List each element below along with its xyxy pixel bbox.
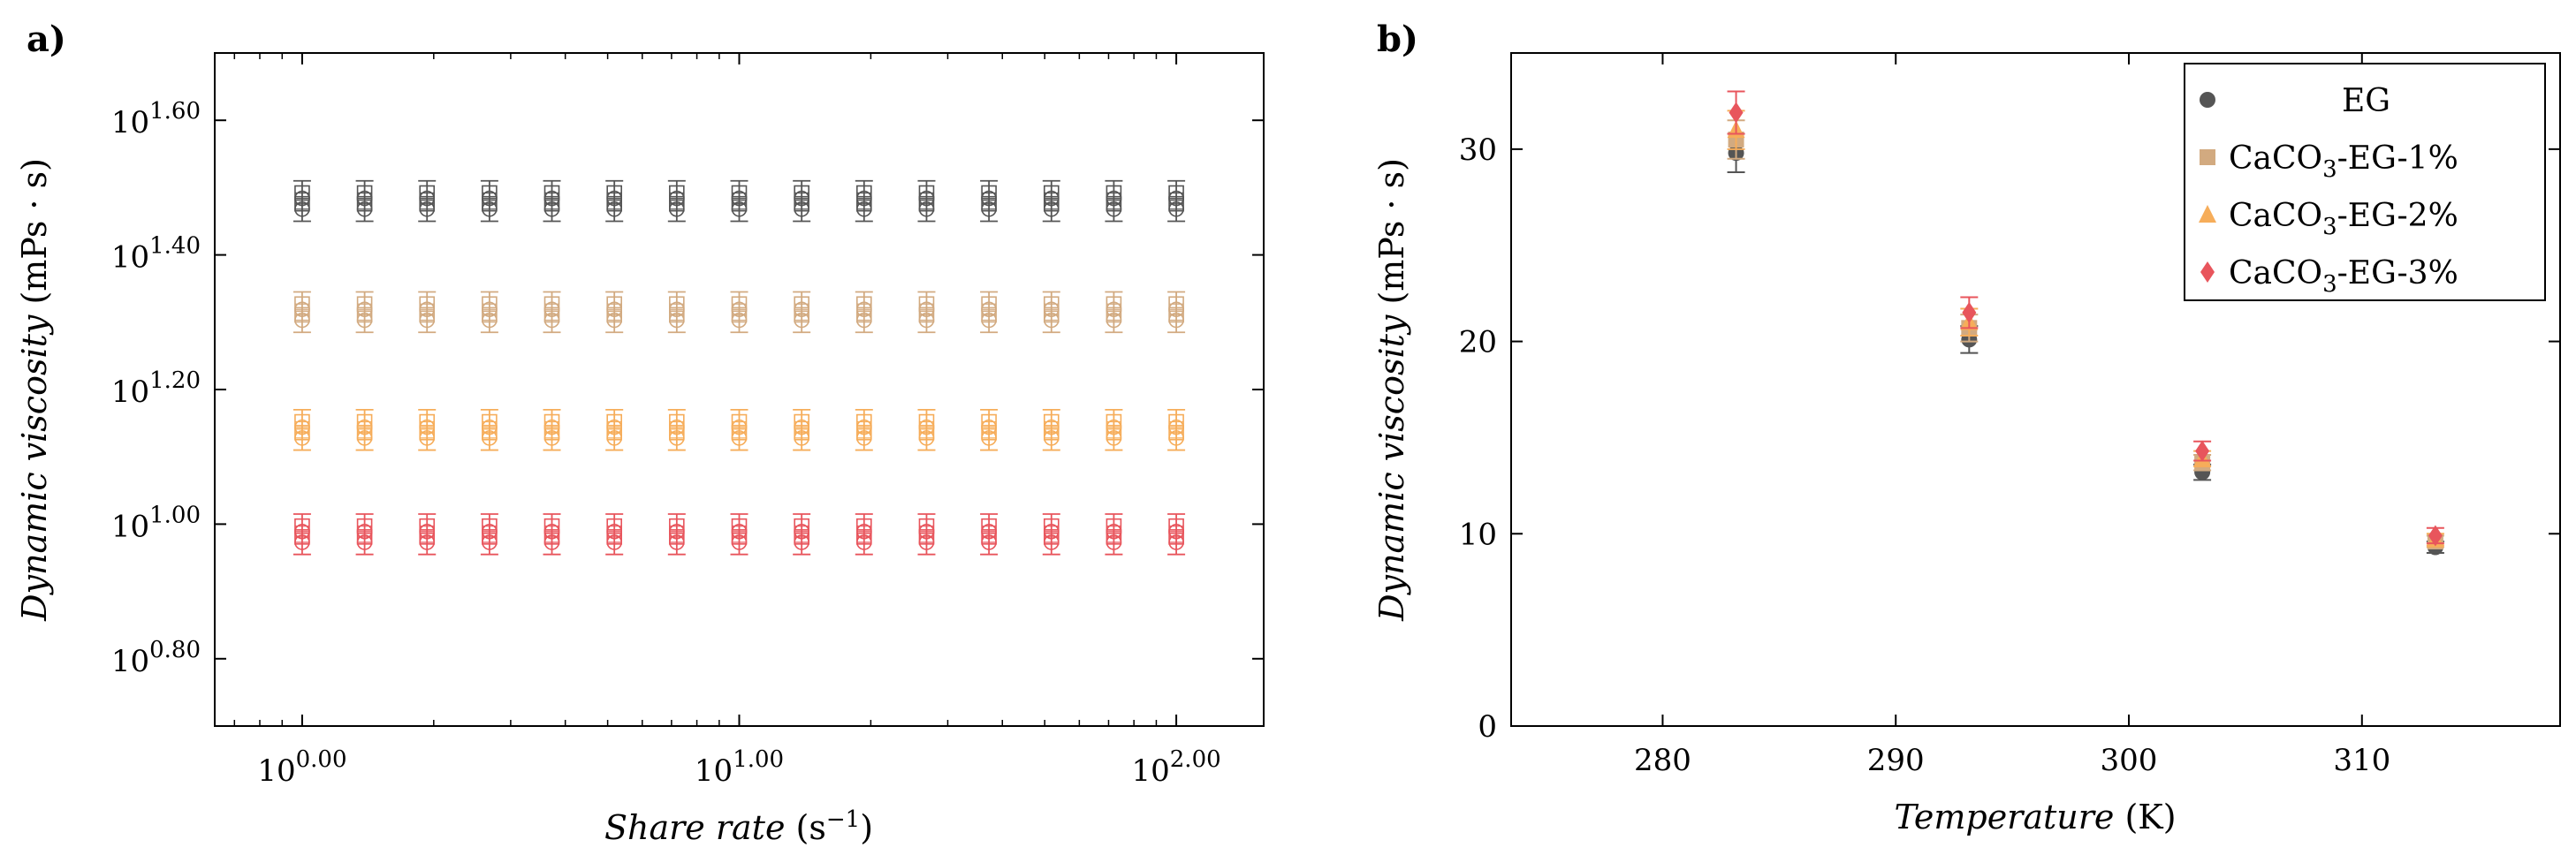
chart-a-xlabel-unit-sup: −1 (826, 806, 860, 833)
panel-label-a: a) (27, 19, 66, 60)
legend-label-main: CaCO (2229, 198, 2322, 234)
y-tick-exp: 1.20 (149, 367, 201, 394)
chart-b-marks (1727, 90, 2444, 556)
series-3 (293, 513, 1186, 556)
chart-a-xlabel: Share rate (s−1) (604, 806, 873, 847)
y-tick-label: 100.80 (111, 637, 201, 679)
x-tick-base: 10 (257, 753, 295, 789)
series-1 (293, 291, 1186, 334)
y-tick-exp: 1.00 (149, 502, 201, 528)
y-tick-label: 0 (1478, 709, 1497, 745)
x-tick-exp: 0.00 (296, 746, 347, 773)
chart-b-ylabel-unit: (mPs · s) (1372, 158, 1411, 315)
chart-a-ylabel: Dynamic viscosity (mPs · s) (15, 158, 54, 622)
legend-label: EG (2342, 83, 2390, 119)
y-tick-label: 30 (1459, 132, 1497, 168)
legend-label-rest: -EG-2% (2337, 198, 2458, 234)
legend-marker (2199, 205, 2216, 223)
y-tick-exp: 0.80 (149, 637, 201, 663)
panel-label-b: b) (1377, 19, 1418, 60)
series-0 (293, 179, 1186, 223)
legend-label-sub: 3 (2322, 214, 2337, 240)
chart-b-ylabel: Dynamic viscosity (mPs · s) (1372, 158, 1411, 622)
x-tick-label: 280 (1634, 743, 1691, 778)
x-tick-label: 290 (1867, 743, 1925, 778)
legend-label-main: CaCO (2229, 140, 2322, 177)
legend-box (2184, 63, 2546, 301)
y-tick-base: 10 (111, 375, 149, 410)
y-tick-exp: 1.60 (149, 98, 201, 125)
data-point (2195, 440, 2210, 462)
chart-b-xlabel: Temperature (K) (1894, 798, 2176, 836)
x-tick-label: 101.00 (695, 746, 784, 789)
legend-label-sub: 3 (2322, 156, 2337, 183)
chart-b-frame (1510, 52, 2561, 727)
chart-a-frame (214, 52, 1265, 727)
y-tick-base: 10 (111, 644, 149, 679)
y-tick-label: 101.60 (111, 98, 201, 140)
y-tick-label: 101.40 (111, 233, 201, 276)
chart-a-ylabel-unit: (mPs · s) (15, 158, 54, 315)
y-tick-label: 20 (1459, 325, 1497, 360)
chart-b-xlabel-unit: (K) (2114, 798, 2176, 836)
legend-label-main: CaCO (2229, 255, 2322, 291)
x-tick-label: 310 (2333, 743, 2390, 778)
chart-a-xlabel-unit-pre: (s (785, 808, 825, 847)
legend-label: CaCO3-EG-1% (2229, 140, 2458, 183)
legend-marker (2200, 92, 2215, 108)
data-point (1962, 301, 1977, 323)
x-tick-base: 10 (695, 753, 733, 789)
legend-label: CaCO3-EG-3% (2229, 255, 2458, 298)
legend-marker (2200, 149, 2215, 165)
series-3 (1727, 90, 2444, 547)
y-tick-exp: 1.40 (149, 233, 201, 260)
chart-a-xlabel-main: Share rate (604, 808, 785, 847)
data-point (1729, 102, 1744, 124)
y-tick-base: 10 (111, 105, 149, 140)
x-tick-label: 100.00 (257, 746, 346, 789)
y-tick-label: 101.20 (111, 367, 201, 410)
y-tick-base: 10 (111, 509, 149, 544)
chart-b: 280 290 300 310 0 10 20 30 Temperature (K) Dyna… (1372, 52, 2561, 836)
chart-a: 100.00 101.00 102.00100.80101.00101.20101.… (15, 52, 1265, 847)
x-tick-base: 10 (1132, 753, 1170, 789)
chart-a-marks (293, 179, 1186, 556)
y-tick-label: 101.00 (111, 502, 201, 544)
legend-label-sub: 3 (2322, 271, 2337, 298)
chart-b-ylabel-main: Dynamic viscosity (1372, 314, 1411, 622)
chart-b-ticks: 280 290 300 310 0 10 20 30 (1459, 53, 2560, 778)
x-tick-label: 102.00 (1132, 746, 1221, 789)
legend-marker (2200, 261, 2215, 283)
legend-label-rest: -EG-1% (2337, 140, 2458, 177)
chart-a-ticks: 100.00 101.00 102.00100.80101.00101.20101.… (111, 53, 1264, 789)
chart-a-ylabel-main: Dynamic viscosity (15, 314, 54, 622)
y-tick-base: 10 (111, 240, 149, 276)
series-2 (293, 408, 1186, 451)
data-point (2428, 525, 2443, 547)
x-tick-label: 300 (2101, 743, 2158, 778)
x-tick-exp: 1.00 (733, 746, 784, 773)
legend-label-main: EG (2342, 83, 2390, 119)
y-tick-label: 10 (1459, 517, 1497, 552)
x-tick-exp: 2.00 (1170, 746, 1221, 773)
chart-b-xlabel-main: Temperature (1894, 798, 2114, 836)
chart-a-xlabel-unit-post: ) (860, 808, 873, 847)
legend-label: CaCO3-EG-2% (2229, 198, 2458, 240)
legend-label-rest: -EG-3% (2337, 255, 2458, 291)
